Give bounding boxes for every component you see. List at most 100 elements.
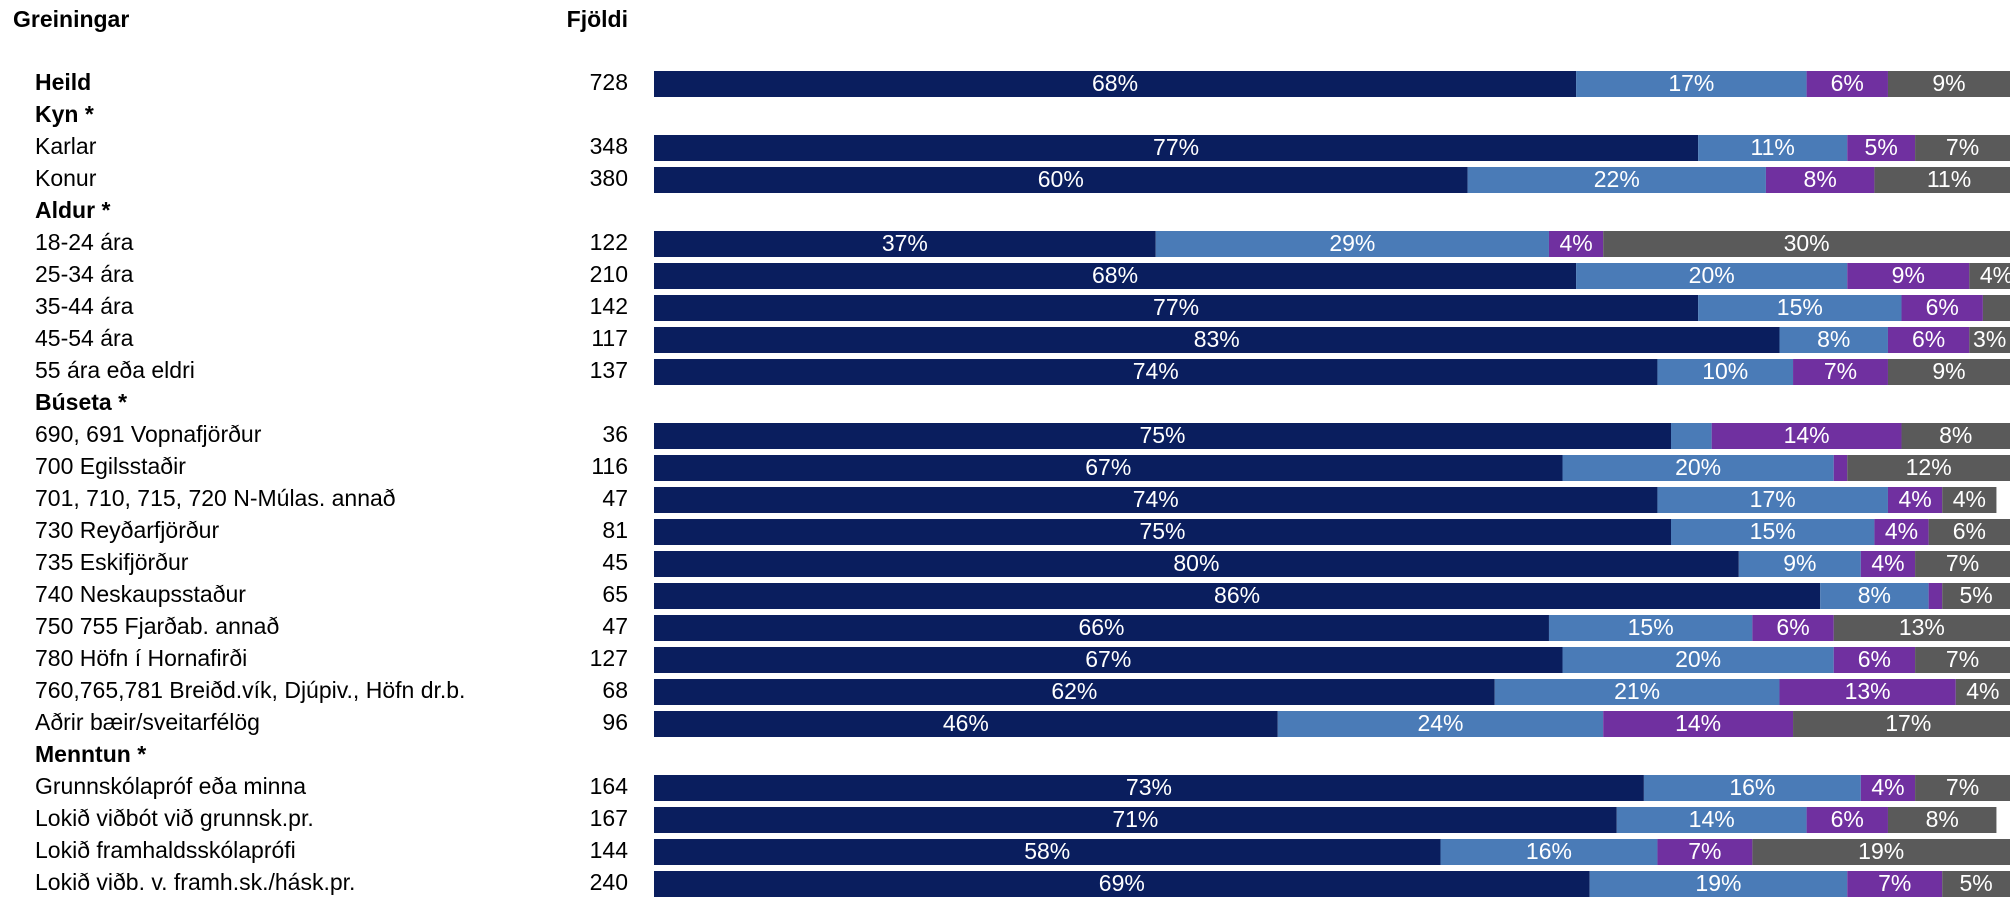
bar-segment bbox=[1155, 231, 1549, 257]
segment-label: 75% bbox=[1139, 518, 1185, 544]
bar-segment bbox=[1589, 871, 1848, 897]
row-count: 137 bbox=[590, 357, 628, 383]
segment-label: 75% bbox=[1139, 422, 1185, 448]
segment-label: 15% bbox=[1628, 614, 1674, 640]
row-count: 122 bbox=[590, 229, 628, 255]
bar-segment bbox=[1806, 71, 1888, 97]
segment-label: 14% bbox=[1784, 422, 1830, 448]
segment-label: 37% bbox=[882, 230, 928, 256]
segment-label: 11% bbox=[1927, 166, 1971, 192]
segment-label: 13% bbox=[1845, 678, 1891, 704]
bar-segment bbox=[654, 775, 1644, 801]
row-label: 18-24 ára bbox=[35, 229, 134, 255]
segment-label: 17% bbox=[1668, 70, 1714, 96]
bar-segment bbox=[1711, 423, 1902, 449]
segment-label: 14% bbox=[1675, 710, 1721, 736]
segment-label: 69% bbox=[1099, 870, 1145, 896]
segment-label: 4% bbox=[1871, 774, 1904, 800]
bar-segment bbox=[1576, 71, 1807, 97]
row-count: 348 bbox=[590, 133, 628, 159]
bar-segment bbox=[654, 839, 1441, 865]
bar-segment bbox=[654, 807, 1617, 833]
segment-label: 9% bbox=[1932, 70, 1965, 96]
segment-label: 74% bbox=[1133, 358, 1179, 384]
bar-segment bbox=[654, 423, 1671, 449]
segment-label: 16% bbox=[1526, 838, 1572, 864]
row-label: Lokið viðb. v. framh.sk./hásk.pr. bbox=[35, 869, 355, 895]
segment-label: 20% bbox=[1675, 454, 1721, 480]
row-label: 700 Egilsstaðir bbox=[35, 453, 186, 479]
bar-segment bbox=[654, 135, 1699, 161]
bar-segment bbox=[1901, 295, 1983, 321]
segment-label: 9% bbox=[1932, 358, 1965, 384]
bar-segment bbox=[1887, 359, 2010, 385]
bar-segment bbox=[1657, 359, 1794, 385]
segment-label: 13% bbox=[1899, 614, 1945, 640]
row-count: 45 bbox=[602, 549, 628, 575]
bar-segment bbox=[1887, 71, 2010, 97]
segment-label: 29% bbox=[1329, 230, 1375, 256]
row-count: 81 bbox=[602, 517, 628, 543]
segment-label: 15% bbox=[1750, 518, 1796, 544]
bar-segment bbox=[1833, 455, 1848, 481]
segment-label: 10% bbox=[1702, 358, 1748, 384]
row-count: 117 bbox=[591, 325, 628, 351]
segment-label: 7% bbox=[1946, 134, 1979, 160]
bar-segment bbox=[1969, 327, 2010, 353]
segment-label: 4% bbox=[1980, 262, 2010, 288]
segment-label: 24% bbox=[1417, 710, 1463, 736]
segment-label: 19% bbox=[1695, 870, 1741, 896]
segment-label: 67% bbox=[1085, 454, 1131, 480]
bar-segment bbox=[1793, 359, 1888, 385]
bar-segment bbox=[654, 359, 1658, 385]
segment-label: 80% bbox=[1173, 550, 1219, 576]
bar-segment bbox=[1833, 647, 1916, 673]
segment-label: 4% bbox=[1559, 230, 1592, 256]
segment-label: 6% bbox=[1926, 294, 1959, 320]
bar-segment bbox=[1915, 775, 2010, 801]
bar-segment bbox=[1847, 455, 2010, 481]
bar-segment bbox=[654, 263, 1577, 289]
segment-label: 67% bbox=[1085, 646, 1131, 672]
row-label: Grunnskólapróf eða minna bbox=[35, 773, 306, 799]
bar-segment bbox=[1657, 839, 1753, 865]
row-label: Lokið framhaldsskólaprófi bbox=[35, 837, 296, 863]
bar-segment bbox=[654, 71, 1577, 97]
segment-label: 9% bbox=[1783, 550, 1816, 576]
segment-label: 60% bbox=[1038, 166, 1084, 192]
bar-segment bbox=[1874, 519, 1929, 545]
segment-label: 74% bbox=[1133, 486, 1179, 512]
bar-segment bbox=[1752, 615, 1834, 641]
bar-segment bbox=[654, 679, 1495, 705]
bar-segment bbox=[654, 711, 1278, 737]
segment-label: 6% bbox=[1912, 326, 1945, 352]
bar-segment bbox=[1806, 807, 1888, 833]
bar-segment bbox=[1576, 263, 1848, 289]
segment-label: 22% bbox=[1594, 166, 1640, 192]
segment-label: 15% bbox=[1777, 294, 1823, 320]
bar-segment bbox=[1779, 327, 1888, 353]
bar-segment bbox=[1440, 839, 1658, 865]
bar-segment bbox=[1752, 839, 2010, 865]
row-count: 65 bbox=[602, 581, 628, 607]
segment-label: 16% bbox=[1729, 774, 1775, 800]
bar-segment bbox=[1698, 295, 1902, 321]
segment-label: 5% bbox=[1959, 582, 1992, 608]
row-label: 760,765,781 Breiðd.vík, Djúpiv., Höfn dr… bbox=[35, 677, 465, 703]
row-label: 750 755 Fjarðab. annað bbox=[35, 613, 279, 639]
segment-label: 4% bbox=[1885, 518, 1918, 544]
segment-label: 4% bbox=[1871, 550, 1904, 576]
bar-segment bbox=[654, 167, 1468, 193]
bar-segment bbox=[1467, 167, 1766, 193]
segment-label: 21% bbox=[1614, 678, 1660, 704]
segment-label: 4% bbox=[1953, 486, 1986, 512]
bar-segment bbox=[1548, 231, 1604, 257]
row-label: 690, 691 Vopnafjörður bbox=[35, 421, 262, 447]
segment-label: 17% bbox=[1885, 710, 1931, 736]
bar-segment bbox=[1887, 327, 1970, 353]
bar-segment bbox=[1833, 615, 2010, 641]
row-label: 735 Eskifjörður bbox=[35, 549, 189, 575]
segment-label: 58% bbox=[1024, 838, 1070, 864]
row-count: 167 bbox=[590, 805, 628, 831]
bar-segment bbox=[1887, 807, 1997, 833]
